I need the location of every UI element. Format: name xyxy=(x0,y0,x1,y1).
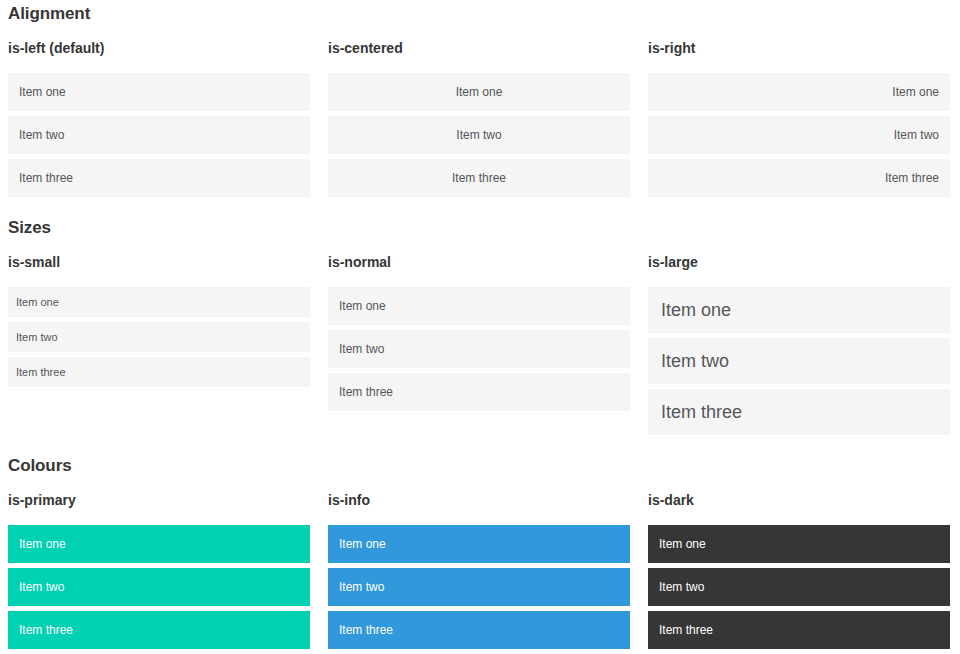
section-alignment: Alignment is-left (default) Item one Item t… xyxy=(8,5,950,202)
list-item: Item one xyxy=(328,287,630,325)
list-small: Item one Item two Item three xyxy=(8,287,310,387)
list-item: Item two xyxy=(328,330,630,368)
demo-column-info: is-info Item one Item two Item three xyxy=(328,493,630,654)
demo-column-centered: is-centered Item one Item two Item three xyxy=(328,41,630,202)
list-item: Item two xyxy=(648,116,950,154)
section-columns: is-left (default) Item one Item two Item th… xyxy=(8,41,950,202)
list-item: Item three xyxy=(8,357,310,387)
variant-label: is-primary xyxy=(8,493,310,507)
demo-column-normal: is-normal Item one Item two Item three xyxy=(328,255,630,416)
list-item: Item three xyxy=(648,611,950,649)
list-item: Item three xyxy=(328,373,630,411)
variant-label: is-left (default) xyxy=(8,41,310,55)
list-item: Item one xyxy=(8,287,310,317)
variant-label: is-dark xyxy=(648,493,950,507)
list-item: Item three xyxy=(648,159,950,197)
list-item: Item three xyxy=(328,159,630,197)
demo-column-left: is-left (default) Item one Item two Item th… xyxy=(8,41,310,202)
section-title: Colours xyxy=(8,457,950,474)
list-item: Item two xyxy=(8,568,310,606)
section-sizes: Sizesis-smallItem oneItem twoItem threei… xyxy=(8,219,950,440)
list-large: Item one Item two Item three xyxy=(648,287,950,435)
list-primary: Item one Item two Item three xyxy=(8,525,310,649)
list-item: Item two xyxy=(648,338,950,384)
list-item: Item two xyxy=(8,116,310,154)
list-item: Item three xyxy=(328,611,630,649)
variant-label: is-right xyxy=(648,41,950,55)
demo-column-small: is-small Item one Item two Item three xyxy=(8,255,310,392)
list-left: Item one Item two Item three xyxy=(8,73,310,197)
list-item: Item one xyxy=(328,525,630,563)
list-item: Item three xyxy=(8,159,310,197)
variant-label: is-small xyxy=(8,255,310,269)
list-item: Item one xyxy=(648,287,950,333)
demo-column-primary: is-primary Item one Item two Item three xyxy=(8,493,310,654)
variant-label: is-large xyxy=(648,255,950,269)
section-colours: Colours is-primary Item one Item two Item th… xyxy=(8,457,950,654)
list-item: Item two xyxy=(648,568,950,606)
list-item: Item one xyxy=(328,73,630,111)
variant-label: is-info xyxy=(328,493,630,507)
variant-label: is-normal xyxy=(328,255,630,269)
list-item: Item one xyxy=(648,73,950,111)
section-title: Sizes xyxy=(8,219,950,236)
list-normal: Item one Item two Item three xyxy=(328,287,630,411)
section-columns: is-primaryItem oneItem twoItem threeis-i… xyxy=(8,493,950,654)
component-demo-page: Alignment is-left (default) Item one Item t… xyxy=(8,5,950,654)
list-centered: Item one Item two Item three xyxy=(328,73,630,197)
list-item: Item one xyxy=(8,73,310,111)
list-info: Item one Item two Item three xyxy=(328,525,630,649)
demo-column-dark: is-dark Item one Item two Item three xyxy=(648,493,950,654)
demo-column-large: is-large Item one Item two Item three xyxy=(648,255,950,440)
list-item: Item two xyxy=(328,116,630,154)
section-title: Alignment xyxy=(8,5,950,22)
list-item: Item two xyxy=(328,568,630,606)
list-item: Item three xyxy=(648,389,950,435)
list-item: Item one xyxy=(8,525,310,563)
list-right: Item one Item two Item three xyxy=(648,73,950,197)
variant-label: is-centered xyxy=(328,41,630,55)
list-item: Item one xyxy=(648,525,950,563)
demo-column-right: is-right Item one Item two Item three xyxy=(648,41,950,202)
section-columns: is-smallItem oneItem twoItem threeis-nor… xyxy=(8,255,950,440)
list-item: Item three xyxy=(8,611,310,649)
list-item: Item two xyxy=(8,322,310,352)
list-dark: Item one Item two Item three xyxy=(648,525,950,649)
